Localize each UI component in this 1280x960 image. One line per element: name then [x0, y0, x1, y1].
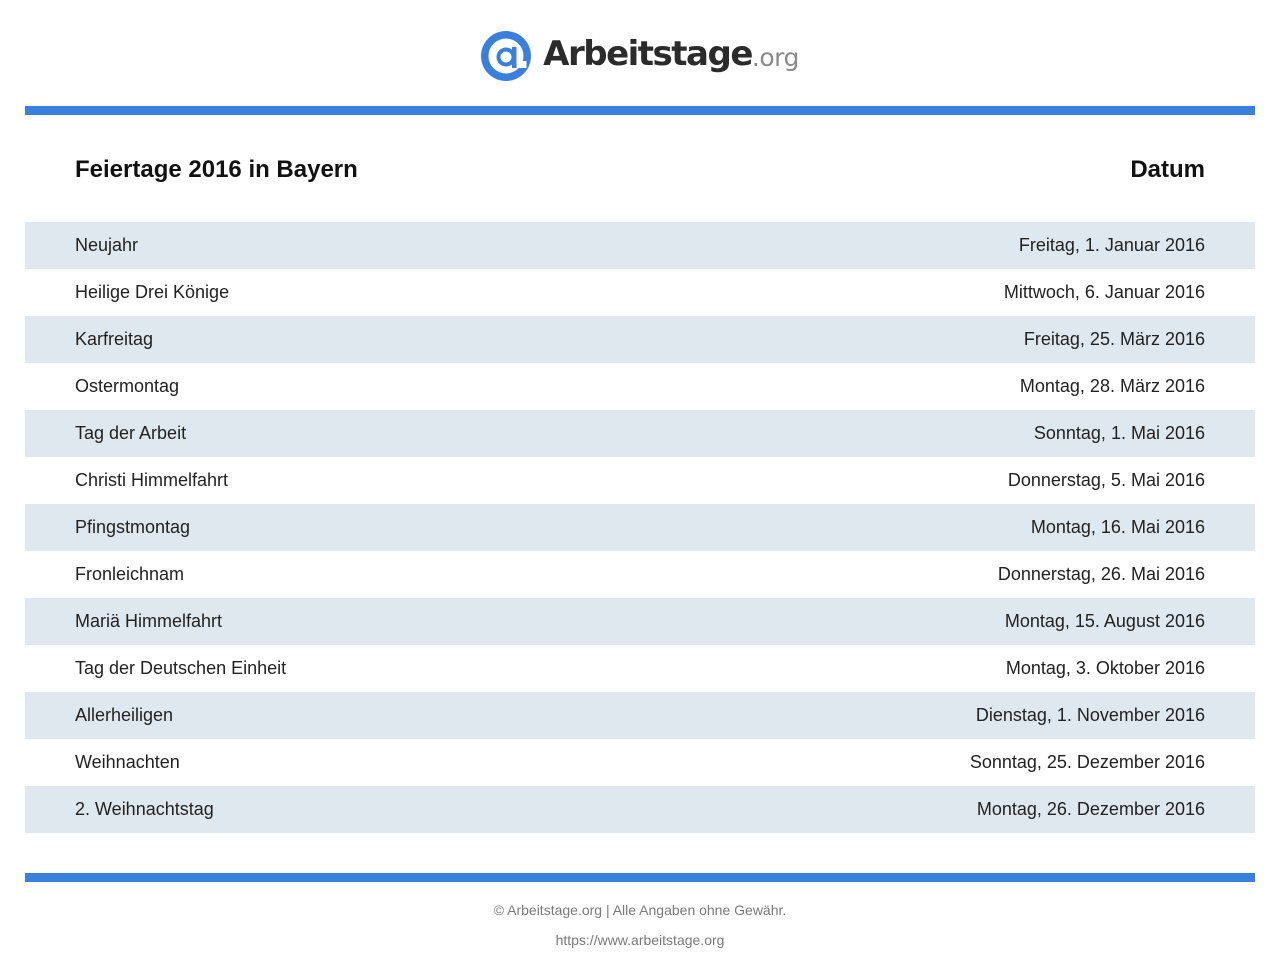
table-row: Ostermontag Montag, 28. März 2016 — [25, 363, 1255, 410]
table-row: Mariä Himmelfahrt Montag, 15. August 201… — [25, 598, 1255, 645]
holiday-date: Donnerstag, 26. Mai 2016 — [997, 564, 1205, 584]
holiday-date: Sonntag, 1. Mai 2016 — [1033, 423, 1205, 443]
holiday-name: Fronleichnam — [75, 564, 185, 584]
holiday-name: Neujahr — [75, 235, 139, 255]
date-column-header: Datum — [1130, 156, 1205, 183]
holiday-name: Tag der Arbeit — [75, 423, 187, 443]
holiday-name: Karfreitag — [75, 329, 154, 349]
table-row: Pfingstmontag Montag, 16. Mai 2016 — [25, 504, 1255, 551]
holiday-name: Weihnachten — [75, 752, 180, 772]
table-row: Karfreitag Freitag, 25. März 2016 — [25, 316, 1255, 363]
holiday-name: 2. Weihnachtstag — [75, 799, 214, 819]
holiday-name: Pfingstmontag — [75, 517, 191, 537]
holiday-date: Montag, 28. März 2016 — [1019, 376, 1205, 396]
table-row: Allerheiligen Dienstag, 1. November 2016 — [25, 692, 1255, 739]
holiday-date: Freitag, 25. März 2016 — [1023, 329, 1205, 349]
holiday-date: Dienstag, 1. November 2016 — [975, 705, 1205, 725]
holiday-date: Montag, 15. August 2016 — [1004, 611, 1205, 631]
table-row: Heilige Drei Könige Mittwoch, 6. Januar … — [25, 269, 1255, 316]
holiday-date: Mittwoch, 6. Januar 2016 — [1003, 282, 1205, 302]
holiday-name: Allerheiligen — [75, 705, 174, 725]
site-logo[interactable]: Arbeitstage .org — [0, 30, 1280, 82]
holiday-table: Neujahr Freitag, 1. Januar 2016 Heilige … — [25, 222, 1255, 833]
table-row: 2. Weihnachtstag Montag, 26. Dezember 20… — [25, 786, 1255, 833]
holiday-name: Heilige Drei Könige — [75, 282, 230, 302]
table-row: Weihnachten Sonntag, 25. Dezember 2016 — [25, 739, 1255, 786]
page-title: Feiertage 2016 in Bayern — [75, 156, 358, 183]
holiday-date: Montag, 16. Mai 2016 — [1030, 517, 1205, 537]
logo-domain-suffix: .org — [751, 43, 799, 72]
footer-url-link[interactable]: https://www.arbeitstage.org — [555, 932, 725, 948]
holiday-name: Mariä Himmelfahrt — [75, 611, 223, 631]
holiday-date: Montag, 3. Oktober 2016 — [1005, 658, 1205, 678]
table-header: Feiertage 2016 in Bayern Datum — [25, 150, 1255, 190]
top-divider — [25, 106, 1255, 115]
holiday-date: Freitag, 1. Januar 2016 — [1018, 235, 1205, 255]
table-row: Christi Himmelfahrt Donnerstag, 5. Mai 2… — [25, 457, 1255, 504]
holiday-date: Donnerstag, 5. Mai 2016 — [1007, 470, 1205, 490]
table-row: Tag der Deutschen Einheit Montag, 3. Okt… — [25, 645, 1255, 692]
holiday-date: Montag, 26. Dezember 2016 — [976, 799, 1205, 819]
holiday-name: Christi Himmelfahrt — [75, 470, 229, 490]
table-row: Neujahr Freitag, 1. Januar 2016 — [25, 222, 1255, 269]
bottom-divider — [25, 873, 1255, 882]
footer-copyright: © Arbeitstage.org | Alle Angaben ohne Ge… — [493, 902, 787, 918]
holiday-date: Sonntag, 25. Dezember 2016 — [969, 752, 1205, 772]
logo-wordmark: Arbeitstage — [543, 34, 753, 74]
at-sign-icon — [481, 31, 532, 81]
table-row: Fronleichnam Donnerstag, 26. Mai 2016 — [25, 551, 1255, 598]
holiday-name: Tag der Deutschen Einheit — [75, 658, 287, 678]
holiday-name: Ostermontag — [75, 376, 180, 396]
table-row: Tag der Arbeit Sonntag, 1. Mai 2016 — [25, 410, 1255, 457]
